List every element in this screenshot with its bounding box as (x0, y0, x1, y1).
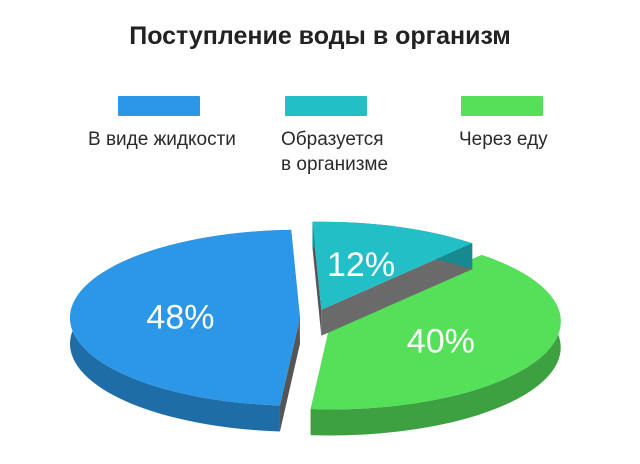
slice-liquid-cut-a (279, 317, 301, 432)
legend-label-liquid: В виде жидкости (88, 129, 236, 150)
pie-slices: 40% 48% 12% (70, 221, 561, 436)
chart-title: Поступление воды в организм (129, 22, 511, 50)
slice-internal-label: 12% (327, 246, 395, 284)
legend-label-internal: Образуется в организме (281, 129, 389, 175)
legend-swatch-food (461, 96, 543, 116)
slice-liquid-label: 48% (146, 299, 214, 337)
slice-food-rim (310, 255, 561, 436)
slice-liquid-top (70, 229, 301, 406)
legend-swatch-internal (285, 96, 367, 116)
slice-internal-cut-b (321, 243, 473, 336)
slice-internal-top (312, 221, 473, 310)
legend-swatch-liquid (118, 96, 200, 116)
slice-internal-cut-a (312, 221, 322, 336)
legend-label-food: Через еду (459, 129, 548, 150)
slice-food-top (310, 255, 561, 410)
slice-food-label: 40% (407, 322, 475, 360)
